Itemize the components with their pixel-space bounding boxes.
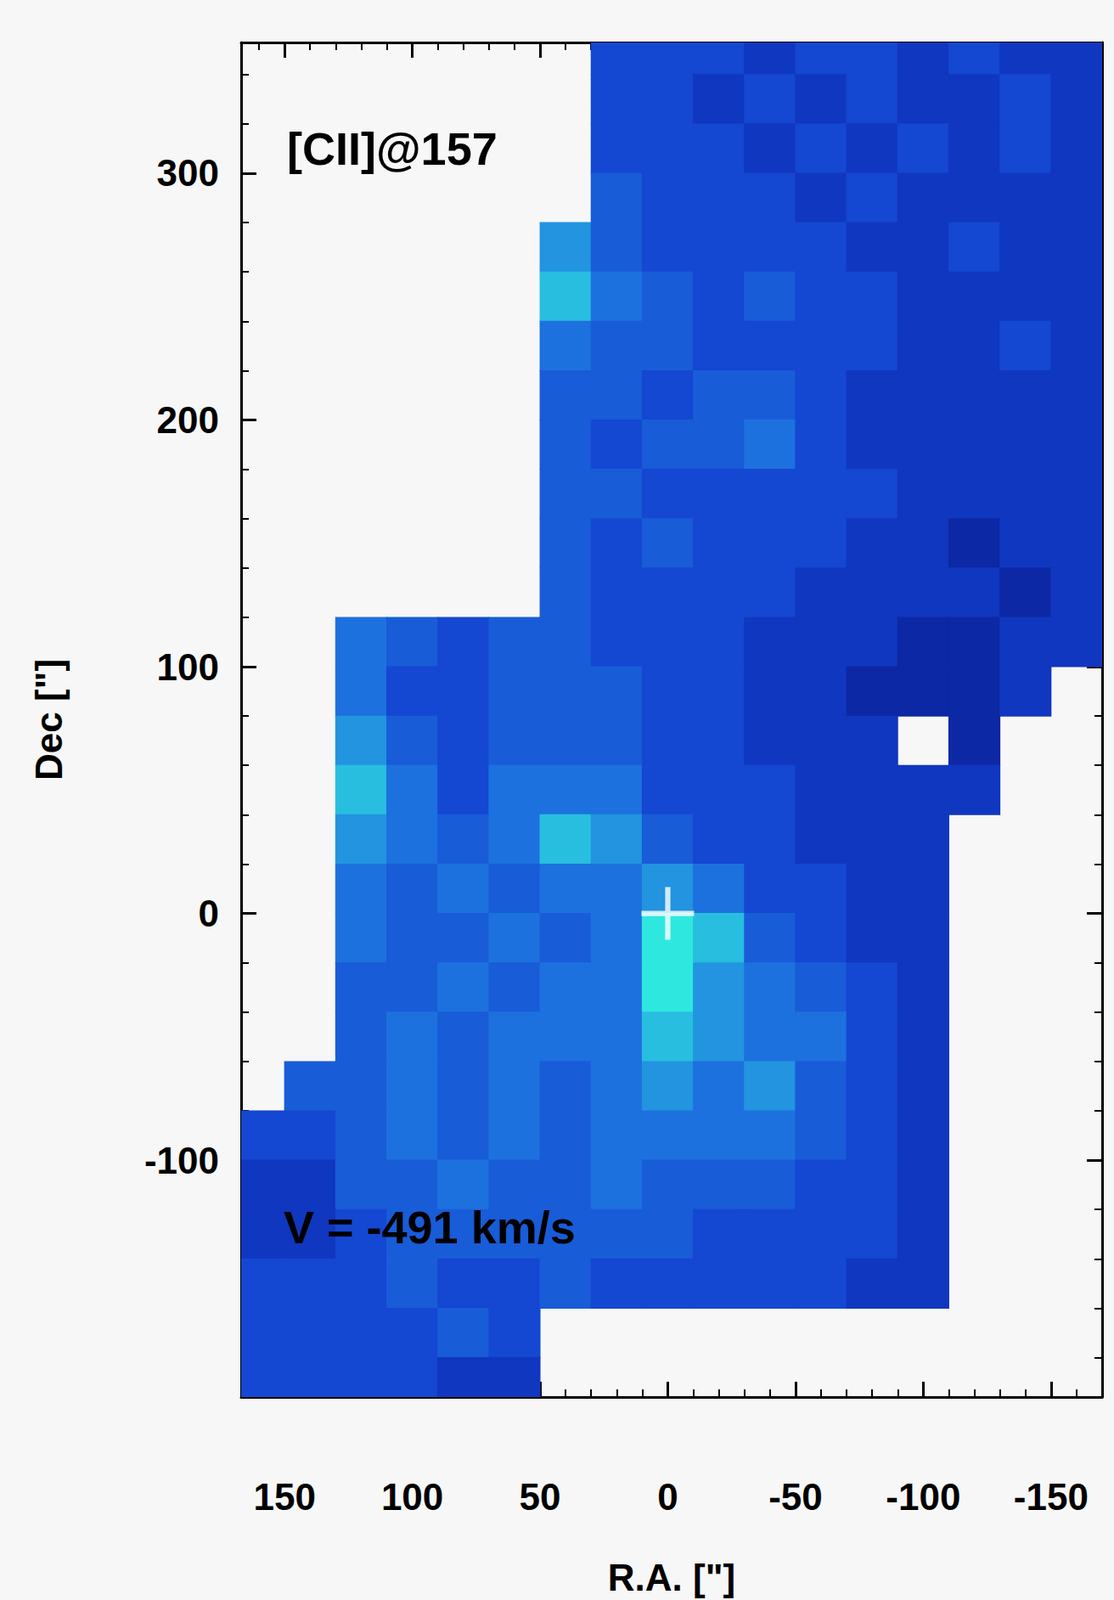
- svg-text:100: 100: [381, 1475, 444, 1518]
- svg-text:-100: -100: [144, 1139, 220, 1182]
- svg-text:Dec ["]: Dec ["]: [28, 658, 70, 781]
- svg-text:0: 0: [198, 892, 220, 934]
- svg-text:50: 50: [519, 1475, 562, 1518]
- svg-text:150: 150: [253, 1475, 316, 1518]
- svg-text:200: 200: [157, 399, 220, 441]
- svg-text:-150: -150: [1013, 1475, 1089, 1518]
- svg-text:[CII]@157: [CII]@157: [286, 123, 498, 175]
- svg-text:R.A. ["]: R.A. ["]: [607, 1556, 736, 1598]
- svg-text:0: 0: [657, 1475, 678, 1518]
- svg-text:-50: -50: [768, 1475, 823, 1518]
- svg-text:300: 300: [157, 151, 220, 194]
- svg-text:V = -491 km/s: V = -491 km/s: [283, 1201, 576, 1253]
- svg-text:-100: -100: [885, 1475, 961, 1518]
- svg-text:100: 100: [157, 646, 220, 688]
